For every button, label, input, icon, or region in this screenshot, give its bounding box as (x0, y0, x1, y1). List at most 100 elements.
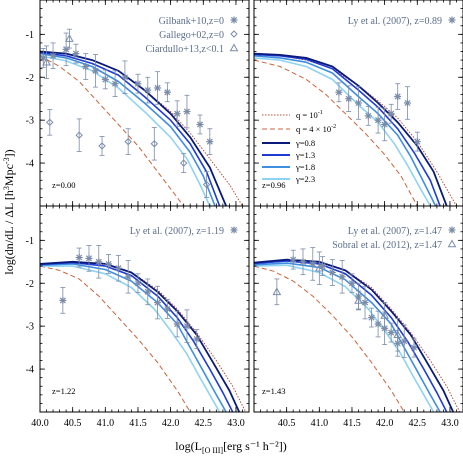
model-line-q4e10 (254, 265, 405, 412)
data-point-asterisk (364, 112, 372, 120)
x-tick-label: 41.0 (311, 418, 329, 429)
data-point-asterisk (95, 258, 103, 266)
data-point-asterisk (92, 67, 100, 75)
model-line-g23 (40, 55, 211, 206)
legend-observations-bottom-left: Ly et al. (2007), z=1.19 (130, 226, 238, 237)
data-point-asterisk (59, 296, 67, 304)
data-point-asterisk (85, 254, 93, 262)
legend-label-g13: γ=1.3 (295, 150, 315, 160)
legend-marker-diamond (230, 30, 238, 38)
data-point-diamond (179, 159, 188, 167)
data-point-diamond (98, 142, 106, 150)
legend-label-gallego: Gallego+02,z=0 (159, 30, 224, 41)
data-point-asterisk (403, 99, 411, 107)
data-point-asterisk (348, 279, 356, 287)
x-tick-label: 41.0 (97, 418, 115, 429)
data-point-asterisk (335, 88, 343, 96)
x-tick-label: 40.5 (64, 418, 82, 429)
legend-marker-sobral (447, 239, 457, 248)
y-tick-label: -1 (26, 30, 34, 41)
legend-label-q4e10: q = 4 × 10-2 (296, 124, 336, 134)
legend-marker-ciardullo (229, 43, 239, 52)
data-point-triangle (354, 295, 363, 304)
x-tick-label: 40.5 (278, 418, 296, 429)
legend-marker-asterisk (448, 226, 456, 234)
legend-marker-ly-089 (448, 16, 456, 24)
data-point-asterisk (289, 256, 297, 264)
data-point-triangle (42, 57, 51, 66)
data-point-asterisk (173, 110, 181, 118)
legend-observations-top-right: Ly et al. (2007), z=0.89 (348, 16, 456, 27)
data-point-diamond (202, 180, 211, 189)
data-point-asterisk (105, 260, 113, 268)
panel-top-left: -1 -2 -3 -4 (26, 0, 250, 207)
data-point-asterisk (173, 320, 181, 328)
panel-bottom-right: 40.5 41.0 41.5 42.0 42.5 43.0 (253, 205, 463, 429)
x-tick-label: 43.0 (227, 418, 245, 429)
data-point-asterisk (183, 322, 191, 330)
legend-label-ciardullo: Ciardullo+13,z<0.1 (146, 44, 225, 55)
x-tick-label: 42.0 (376, 418, 394, 429)
legend-marker-ly-119 (230, 226, 238, 234)
legend-models: q = 10-1 q = 4 × 10-2 γ=0.8 γ=1.3 γ=1.8 … (262, 110, 336, 184)
model-line-g13 (40, 51, 221, 206)
y-tick-label: -3 (26, 322, 34, 333)
data-point-asterisk (387, 329, 395, 337)
data-point-asterisk (374, 320, 382, 328)
y-tick-label: -1 (26, 236, 34, 247)
redshift-label-bottom-right: z=1.43 (262, 386, 285, 396)
data-point-asterisk (124, 273, 132, 281)
x-tick-label: 42.0 (162, 418, 180, 429)
model-line-g18 (254, 55, 437, 206)
data-point-asterisk (410, 344, 418, 352)
y-tick-label: -3 (26, 116, 34, 127)
legend-label-q10: q = 10-1 (296, 110, 323, 120)
plot-area (40, 245, 247, 412)
model-line-g18 (40, 52, 216, 206)
data-point-asterisk (144, 288, 152, 296)
legend-marker-asterisk (230, 226, 238, 234)
data-point-asterisk (299, 258, 307, 266)
data-point-asterisk (49, 52, 57, 60)
data-point-diamond (75, 131, 83, 139)
redshift-label-bottom-left: z=1.22 (52, 386, 75, 396)
data-point-asterisk (400, 337, 408, 345)
data-point-asterisk (121, 73, 129, 81)
legend-marker-ly-147 (448, 226, 456, 234)
x-tick-label: 42.5 (195, 418, 213, 429)
x-tick-label: 41.5 (129, 418, 147, 429)
data-point-triangle (393, 330, 403, 339)
data-point-asterisk (387, 110, 395, 118)
data-point-asterisk (206, 138, 214, 146)
y-tick-label: -4 (26, 365, 34, 376)
data-point-asterisk (72, 50, 80, 58)
data-point-asterisk (144, 86, 152, 94)
legend-marker-gallego (230, 30, 238, 38)
panel-bottom-left: -1 -2 -3 -4 40.0 40.5 41.0 41.5 42.0 42.5 43.0 (26, 205, 250, 429)
data-point-triangle (65, 34, 74, 42)
x-tick-label: 41.5 (343, 418, 361, 429)
data-point-asterisk (82, 63, 90, 71)
data-point-diamond (46, 118, 54, 127)
model-line-q4e10 (254, 59, 418, 206)
legend-marker-asterisk (448, 16, 456, 24)
data-point-asterisk (309, 260, 317, 268)
data-point-asterisk (338, 273, 346, 281)
model-line-g13 (254, 53, 441, 206)
x-axis-label: log(L[O III][erg s⁻¹ h⁻²]) (175, 439, 286, 455)
data-point-asterisk (413, 138, 421, 146)
legend-label-g08: γ=0.8 (295, 138, 315, 148)
data-point-asterisk (328, 269, 336, 277)
legend-label-ly-147: Ly et al. (2007), z=1.47 (348, 226, 442, 237)
data-point-asterisk (394, 93, 402, 101)
data-point-asterisk (101, 75, 109, 83)
panel-top-right (253, 0, 463, 207)
legend-observations-bottom-right: Ly et al. (2007), z=1.47 Sobral et al. (… (332, 226, 457, 251)
legend-label-gilbank: Gilbank+10,z=0 (159, 16, 224, 27)
y-tick-label: -2 (26, 73, 34, 84)
legend-marker-gilbank (230, 16, 238, 24)
model-line-q4e10 (40, 55, 185, 206)
x-tick-label: 43.0 (441, 418, 459, 429)
plot-area (254, 52, 457, 206)
